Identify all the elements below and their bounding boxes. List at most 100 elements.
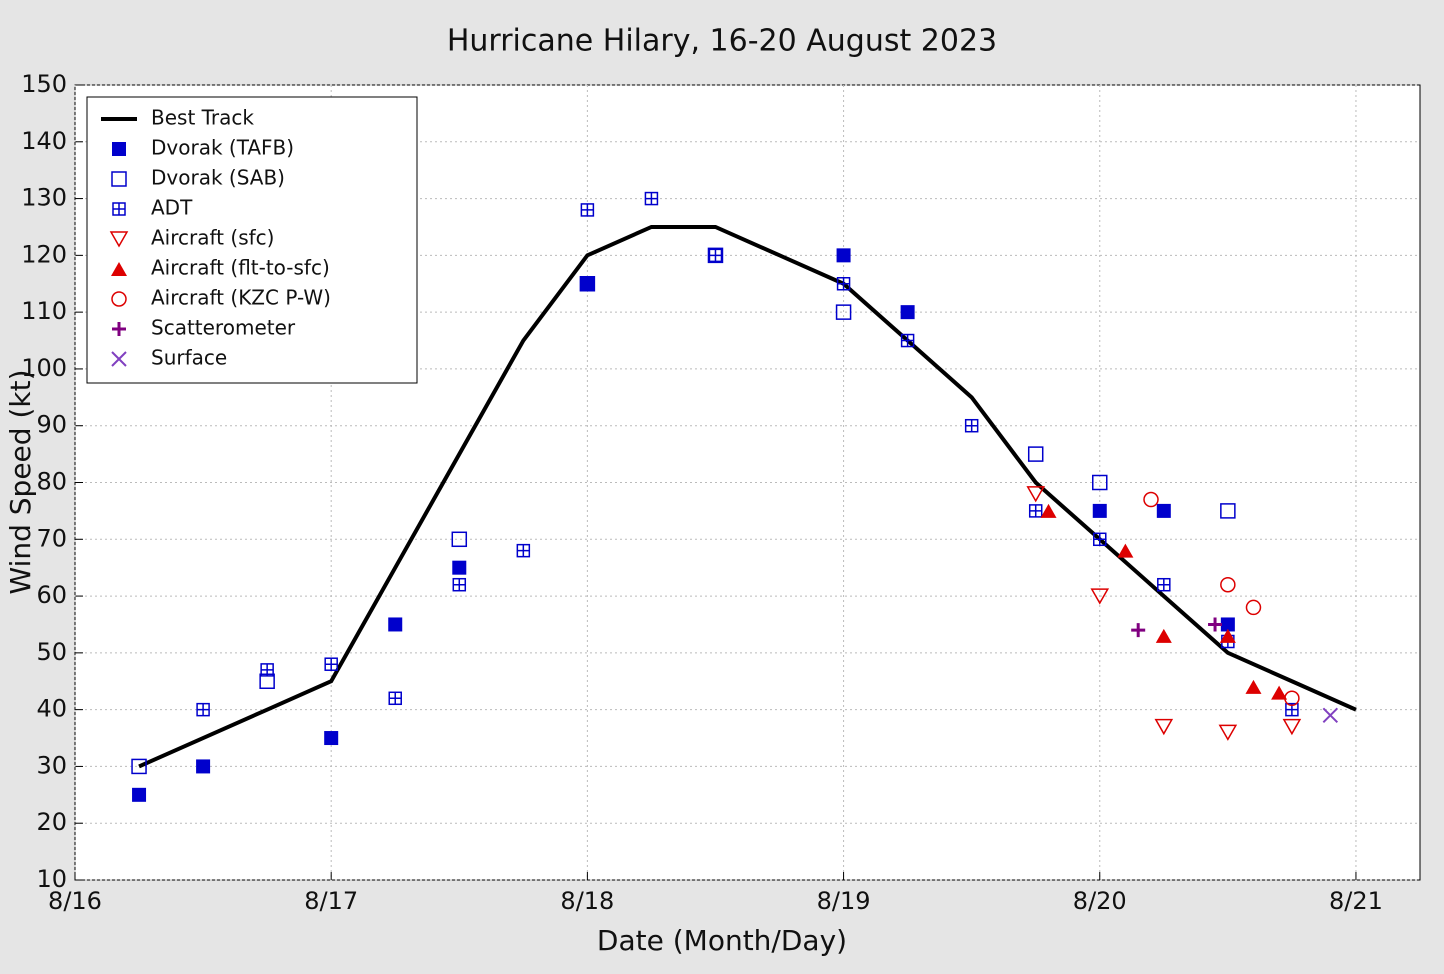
marker-part (1271, 685, 1288, 700)
marker-part (109, 231, 129, 248)
marker-part (1220, 617, 1235, 632)
marker-part (835, 304, 852, 320)
marker (900, 333, 915, 348)
marker (1093, 532, 1107, 547)
marker (580, 203, 595, 217)
legend-label: ADT (151, 196, 193, 220)
marker (1092, 474, 1108, 491)
marker (1220, 617, 1235, 632)
best-track-line (138, 224, 1357, 769)
marker (111, 351, 127, 367)
y-tick-label: 20 (36, 808, 67, 836)
marker (644, 191, 659, 206)
legend-label: Aircraft (KZC P-W) (151, 286, 331, 310)
marker-part (707, 247, 724, 264)
marker (452, 577, 467, 592)
marker-part (324, 731, 339, 746)
marker-part (113, 203, 125, 215)
y-tick-label: 130 (21, 184, 67, 212)
legend-label: Best Track (151, 106, 254, 130)
marker (452, 560, 467, 575)
marker-part (1219, 628, 1236, 643)
marker (900, 305, 915, 320)
y-axis-label: Wind Speed (kt) (4, 370, 37, 595)
marker-part (453, 578, 466, 591)
marker-part (836, 248, 851, 263)
marker (324, 657, 338, 671)
marker-part (131, 758, 147, 775)
marker (112, 322, 126, 336)
marker-part (581, 203, 594, 216)
marker-part (1245, 679, 1262, 694)
marker-part (1208, 617, 1223, 632)
marker-part (1284, 690, 1300, 707)
marker (112, 202, 126, 216)
marker (835, 304, 852, 320)
y-tick-label: 140 (21, 127, 67, 155)
marker-part (1027, 446, 1044, 462)
marker-part (197, 703, 210, 716)
marker-part (112, 322, 126, 336)
marker (1284, 690, 1300, 707)
marker (1027, 446, 1044, 462)
marker (964, 418, 979, 433)
marker (836, 277, 851, 291)
marker-part (1157, 578, 1170, 591)
marker-part (111, 291, 127, 307)
marker (836, 248, 851, 263)
marker-part (111, 171, 127, 187)
chart-title: Hurricane Hilary, 16-20 August 2023 (447, 24, 997, 59)
marker (1220, 503, 1236, 519)
marker (196, 702, 210, 717)
marker-part (1154, 718, 1174, 736)
marker-part (1040, 503, 1057, 518)
y-tick-label: 40 (36, 695, 67, 723)
marker (1131, 623, 1146, 638)
marker (112, 142, 126, 156)
marker (1090, 588, 1110, 605)
marker-part (1322, 707, 1339, 724)
marker (260, 663, 274, 677)
marker-part (1155, 628, 1172, 643)
marker (111, 291, 127, 307)
marker-part (1117, 543, 1134, 558)
y-tick-label: 10 (36, 865, 67, 893)
marker-part (1026, 486, 1046, 503)
marker (1219, 628, 1236, 643)
marker-part (1143, 491, 1159, 508)
legend-label: Scatterometer (151, 316, 296, 340)
marker (1154, 718, 1174, 736)
y-tick-label: 90 (36, 411, 67, 439)
marker-part (1093, 533, 1106, 546)
marker (708, 248, 723, 263)
legend-label: Aircraft (sfc) (151, 226, 274, 250)
marker-part (111, 351, 127, 367)
marker-part (196, 759, 211, 774)
x-axis-label: Date (Month/Day) (597, 924, 847, 957)
marker (1143, 491, 1159, 508)
marker-part (1156, 503, 1171, 518)
legend-box (86, 96, 418, 384)
marker-part (451, 531, 468, 548)
marker-part (325, 658, 338, 671)
marker-part (1090, 588, 1110, 605)
marker (388, 617, 403, 632)
x-tick-label: 8/20 (1073, 887, 1127, 915)
y-tick-label: 70 (36, 524, 67, 552)
marker-part (1220, 576, 1236, 593)
marker (580, 276, 595, 291)
marker (1026, 486, 1046, 503)
marker-part (1245, 599, 1262, 616)
marker (1245, 599, 1262, 616)
marker-part (900, 305, 915, 320)
marker (111, 171, 127, 187)
marker-part (111, 262, 127, 276)
marker (1271, 685, 1288, 700)
legend: Best Track Dvorak (TAFB) Dvorak (SAB) ADT Ai… (86, 96, 418, 384)
x-tick-label: 8/19 (817, 887, 871, 915)
y-tick-label: 50 (36, 638, 67, 666)
marker (451, 531, 468, 548)
y-tick-label: 150 (21, 70, 67, 98)
marker (388, 691, 402, 706)
